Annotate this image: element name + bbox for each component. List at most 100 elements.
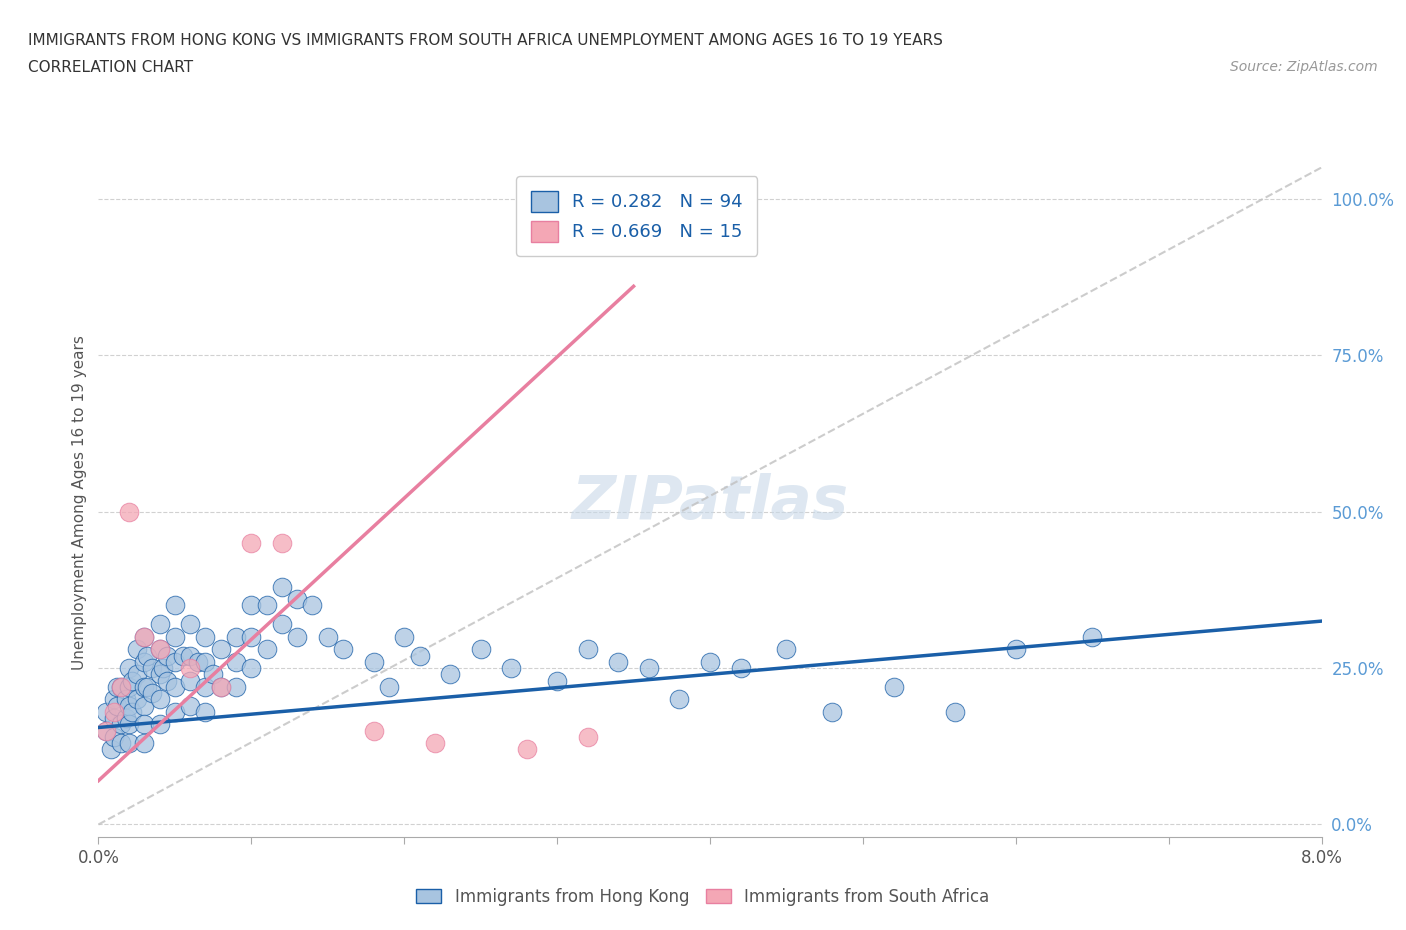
Point <box>134 630 156 644</box>
Point <box>163 704 186 719</box>
Point <box>94 724 117 738</box>
Point <box>270 536 294 551</box>
Point <box>576 729 599 744</box>
Point <box>194 630 217 644</box>
Point <box>121 704 143 719</box>
Point <box>163 655 186 670</box>
Point <box>149 717 172 732</box>
Point <box>136 680 159 695</box>
Point <box>408 648 430 663</box>
Point <box>118 680 141 695</box>
Point <box>378 680 401 695</box>
Point <box>546 673 568 688</box>
Point <box>516 742 538 757</box>
Point <box>172 648 194 663</box>
Point <box>115 711 138 725</box>
Point <box>149 642 172 657</box>
Point <box>607 655 630 670</box>
Point <box>141 685 163 700</box>
Point <box>103 729 125 744</box>
Point <box>775 642 797 657</box>
Point <box>134 680 156 695</box>
Point <box>256 642 278 657</box>
Point <box>136 648 159 663</box>
Point <box>194 655 217 670</box>
Text: ZIPatlas: ZIPatlas <box>571 472 849 532</box>
Point <box>118 504 141 519</box>
Point <box>110 736 132 751</box>
Point <box>209 642 232 657</box>
Point <box>240 630 263 644</box>
Point <box>332 642 354 657</box>
Point <box>94 724 117 738</box>
Point <box>100 742 122 757</box>
Point <box>156 648 179 663</box>
Point <box>179 698 201 713</box>
Point <box>118 660 141 675</box>
Y-axis label: Unemployment Among Ages 16 to 19 years: Unemployment Among Ages 16 to 19 years <box>72 335 87 670</box>
Point <box>118 736 141 751</box>
Legend: R = 0.282   N = 94, R = 0.669   N = 15: R = 0.282 N = 94, R = 0.669 N = 15 <box>516 177 758 256</box>
Point <box>285 630 308 644</box>
Point <box>821 704 844 719</box>
Point <box>134 698 156 713</box>
Point <box>121 673 143 688</box>
Point <box>270 617 294 631</box>
Point <box>240 536 263 551</box>
Point <box>316 630 339 644</box>
Point <box>240 598 263 613</box>
Point <box>134 630 156 644</box>
Point <box>134 736 156 751</box>
Point <box>423 736 446 751</box>
Legend: Immigrants from Hong Kong, Immigrants from South Africa: Immigrants from Hong Kong, Immigrants fr… <box>409 881 997 912</box>
Point <box>149 617 172 631</box>
Text: Source: ZipAtlas.com: Source: ZipAtlas.com <box>1230 60 1378 74</box>
Point <box>179 673 201 688</box>
Point <box>134 717 156 732</box>
Point <box>699 655 721 670</box>
Point <box>187 655 209 670</box>
Point <box>363 724 385 738</box>
Point <box>141 660 163 675</box>
Point <box>163 598 186 613</box>
Point <box>103 711 125 725</box>
Point <box>285 591 308 606</box>
Point <box>152 660 174 675</box>
Point <box>392 630 416 644</box>
Point <box>149 667 172 682</box>
Point <box>110 717 132 732</box>
Point <box>179 617 201 631</box>
Point <box>103 692 125 707</box>
Point <box>110 680 132 695</box>
Point <box>156 673 179 688</box>
Point <box>149 692 172 707</box>
Point <box>105 698 128 713</box>
Point <box>163 630 186 644</box>
Point <box>209 680 232 695</box>
Point <box>134 655 156 670</box>
Point <box>883 680 905 695</box>
Point <box>118 698 141 713</box>
Point <box>194 680 217 695</box>
Point <box>668 192 690 206</box>
Point <box>225 680 247 695</box>
Point <box>240 660 263 675</box>
Point <box>225 630 247 644</box>
Point <box>125 642 148 657</box>
Point <box>125 692 148 707</box>
Point <box>943 704 966 719</box>
Point <box>118 717 141 732</box>
Point <box>103 704 125 719</box>
Point <box>1004 642 1026 657</box>
Point <box>668 692 690 707</box>
Point <box>270 579 294 594</box>
Point <box>439 667 461 682</box>
Point <box>730 660 752 675</box>
Text: IMMIGRANTS FROM HONG KONG VS IMMIGRANTS FROM SOUTH AFRICA UNEMPLOYMENT AMONG AGE: IMMIGRANTS FROM HONG KONG VS IMMIGRANTS … <box>28 33 943 47</box>
Point <box>202 667 225 682</box>
Point <box>110 680 132 695</box>
Point <box>225 655 247 670</box>
Point <box>194 704 217 719</box>
Point <box>163 680 186 695</box>
Point <box>94 704 117 719</box>
